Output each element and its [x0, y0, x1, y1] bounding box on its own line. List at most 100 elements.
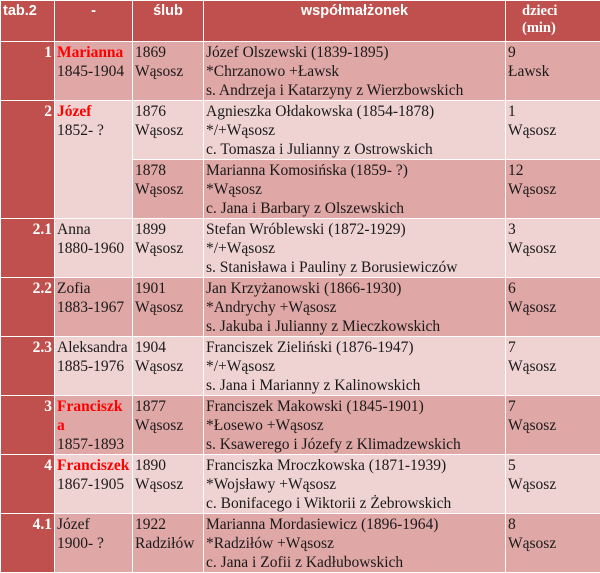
- wedding-cell: 1876 Wąsosz: [133, 101, 204, 160]
- row-index: 2.2: [1, 278, 55, 337]
- person-name: Aleksandra: [57, 338, 130, 357]
- person-name: Józef: [57, 515, 130, 534]
- wedding-place: Wąsosz: [135, 357, 201, 376]
- spouse-name: Franciszek Zieliński (1876-1947): [206, 338, 503, 357]
- children-cell: 1 Wąsosz: [506, 101, 600, 160]
- wedding-place: Wąsosz: [135, 416, 201, 435]
- wedding-place: Wąsosz: [135, 239, 201, 258]
- spouse-places: */+Wąsosz: [206, 357, 503, 376]
- person-years: 1880-1960: [57, 239, 130, 258]
- children-place: Wąsosz: [508, 298, 598, 317]
- spouse-cell: Jan Krzyżanowski (1866-1930) *Andrychy +…: [204, 278, 506, 337]
- spouse-parents: s. Ksawerego i Józefy z Klimadzewskich: [206, 435, 503, 454]
- spouse-parents: s. Stanisława i Pauliny z Borusiewiczów: [206, 258, 503, 277]
- header-children: dzieci (min): [506, 1, 600, 42]
- spouse-name: Agnieszka Ołdakowska (1854-1878): [206, 102, 503, 121]
- spouse-name: Marianna Komosińska (1859- ?): [206, 161, 503, 180]
- wedding-year: 1890: [135, 456, 201, 475]
- table-row: 2.1 Anna 1880-1960 1899 Wąsosz Stefan Wr…: [1, 219, 600, 278]
- children-cell: 7 Wąsosz: [506, 396, 600, 455]
- children-count: 7: [508, 338, 598, 357]
- header-index: tab.2: [1, 1, 55, 42]
- spouse-places: *Andrychy +Wąsosz: [206, 298, 503, 317]
- wedding-year: 1878: [135, 161, 201, 180]
- header-children-unit: (min): [522, 20, 598, 37]
- spouse-parents: c. Bonifacego i Wiktorii z Żebrowskich: [206, 494, 503, 513]
- wedding-year: 1901: [135, 279, 201, 298]
- spouse-cell: Agnieszka Ołdakowska (1854-1878) */+Wąso…: [204, 101, 506, 160]
- children-place: Wąsosz: [508, 239, 598, 258]
- row-index: 2.3: [1, 337, 55, 396]
- children-count: 9: [508, 43, 598, 62]
- person-cell: Franciszk a 1857-1893: [55, 396, 133, 455]
- wedding-place: Radziłów: [135, 534, 201, 553]
- row-index: 2.1: [1, 219, 55, 278]
- wedding-place: Wąsosz: [135, 180, 201, 199]
- wedding-cell: 1922 Radziłów: [133, 514, 204, 573]
- wedding-year: 1876: [135, 102, 201, 121]
- children-cell: 7 Wąsosz: [506, 337, 600, 396]
- spouse-name: Stefan Wróblewski (1872-1929): [206, 220, 503, 239]
- header-wedding: ślub: [133, 1, 204, 42]
- person-years: 1845-1904: [57, 62, 130, 81]
- table-row: 4.1 Józef 1900- ? 1922 Radziłów Marianna…: [1, 514, 600, 573]
- children-count: 8: [508, 515, 598, 534]
- children-cell: 5 Wąsosz: [506, 455, 600, 514]
- row-index: 3: [1, 396, 55, 455]
- wedding-cell: 1904 Wąsosz: [133, 337, 204, 396]
- table-row: 2.3 Aleksandra 1885-1976 1904 Wąsosz Fra…: [1, 337, 600, 396]
- spouse-places: *Chrzanowo +Ławsk: [206, 62, 503, 81]
- children-count: 12: [508, 161, 598, 180]
- wedding-year: 1904: [135, 338, 201, 357]
- wedding-place: Wąsosz: [135, 62, 201, 81]
- table-row: 1 Marianna 1845-1904 1869 Wąsosz Józef O…: [1, 42, 600, 101]
- wedding-year: 1899: [135, 220, 201, 239]
- wedding-place: Wąsosz: [135, 121, 201, 140]
- spouse-name: Franciszek Makowski (1845-1901): [206, 397, 503, 416]
- person-cell: Józef 1900- ?: [55, 514, 133, 573]
- children-place: Wąsosz: [508, 416, 598, 435]
- spouse-parents: s. Andrzeja i Katarzyny z Wierzbowskich: [206, 81, 503, 100]
- person-cell: Franciszek 1867-1905: [55, 455, 133, 514]
- person-years: 1857-1893: [57, 435, 130, 454]
- spouse-parents: c. Tomasza i Julianny z Ostrowskich: [206, 140, 503, 159]
- spouse-parents: s. Jana i Marianny z Kalinowskich: [206, 376, 503, 395]
- spouse-cell: Marianna Mordasiewicz (1896-1964) *Radzi…: [204, 514, 506, 573]
- person-years: 1852- ?: [57, 121, 130, 140]
- spouse-name: Jan Krzyżanowski (1866-1930): [206, 279, 503, 298]
- children-count: 7: [508, 397, 598, 416]
- children-place: Wąsosz: [508, 534, 598, 553]
- spouse-places: */+Wąsosz: [206, 239, 503, 258]
- children-count: 6: [508, 279, 598, 298]
- spouse-parents: c. Jana i Barbary z Olszewskich: [206, 199, 503, 218]
- person-name: Franciszk: [57, 397, 130, 416]
- table-row: 2 Józef 1852- ? 1876 Wąsosz Agnieszka Oł…: [1, 101, 600, 160]
- person-name: Zofia: [57, 279, 130, 298]
- spouse-name: Marianna Mordasiewicz (1896-1964): [206, 515, 503, 534]
- spouse-cell: Józef Olszewski (1839-1895) *Chrzanowo +…: [204, 42, 506, 101]
- table-row: 4 Franciszek 1867-1905 1890 Wąsosz Franc…: [1, 455, 600, 514]
- header-row: tab.2 - ślub współmałżonek dzieci (min): [1, 1, 600, 42]
- wedding-cell: 1877 Wąsosz: [133, 396, 204, 455]
- children-cell: 6 Wąsosz: [506, 278, 600, 337]
- spouse-name: Józef Olszewski (1839-1895): [206, 43, 503, 62]
- spouse-places: *Łosewo +Wąsosz: [206, 416, 503, 435]
- wedding-cell: 1869 Wąsosz: [133, 42, 204, 101]
- children-count: 3: [508, 220, 598, 239]
- header-children-label: dzieci: [522, 3, 598, 20]
- person-name: Marianna: [57, 43, 130, 62]
- spouse-parents: c. Jana i Zofii z Kadłubowskich: [206, 553, 503, 572]
- spouse-cell: Franciszka Mroczkowska (1871-1939) *Wojs…: [204, 455, 506, 514]
- children-cell: 3 Wąsosz: [506, 219, 600, 278]
- person-cell: Józef 1852- ?: [55, 101, 133, 219]
- children-place: Ławsk: [508, 62, 598, 81]
- spouse-places: *Wojsławy +Wąsosz: [206, 475, 503, 494]
- children-place: Wąsosz: [508, 180, 598, 199]
- spouse-cell: Franciszek Makowski (1845-1901) *Łosewo …: [204, 396, 506, 455]
- wedding-cell: 1890 Wąsosz: [133, 455, 204, 514]
- row-index: 1: [1, 42, 55, 101]
- person-cell: Anna 1880-1960: [55, 219, 133, 278]
- wedding-year: 1922: [135, 515, 201, 534]
- table-row: 3 Franciszk a 1857-1893 1877 Wąsosz Fran…: [1, 396, 600, 455]
